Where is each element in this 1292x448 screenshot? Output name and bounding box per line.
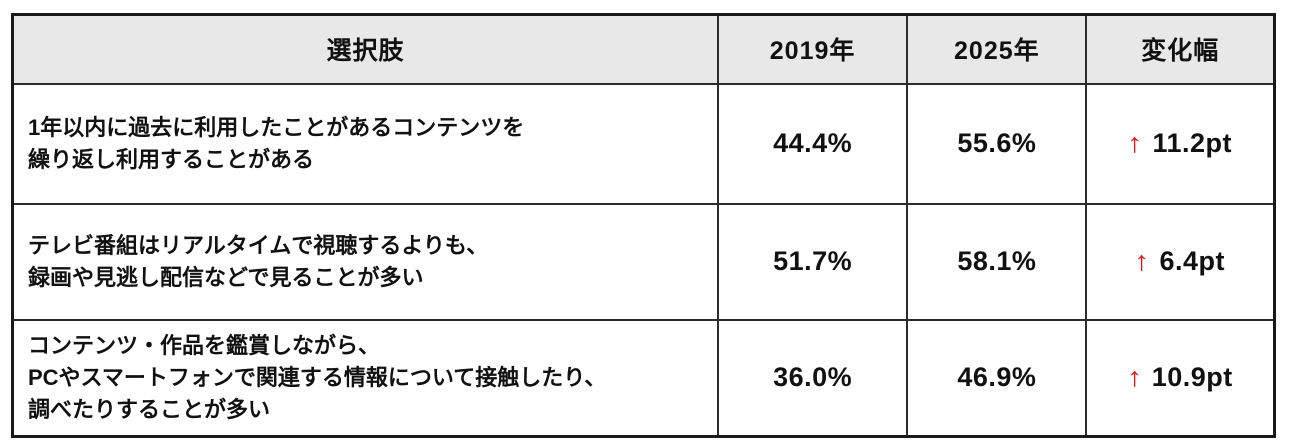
choice-text-cell: 1年以内に過去に利用したことがあるコンテンツを 繰り返し利用することがある (11, 82, 719, 205)
change-value: 11.2pt (1152, 128, 1232, 158)
table-row: コンテンツ・作品を鑑賞しながら、 PCやスマートフォンで関連する情報について接触… (11, 318, 1276, 438)
table-row: テレビ番組はリアルタイムで視聴するよりも、 録画や見逃し配信などで見ることが多い… (11, 202, 1276, 321)
change-value: 6.4pt (1159, 246, 1225, 276)
column-header-choice: 選択肢 (11, 13, 719, 85)
up-arrow-icon: ↑ (1134, 246, 1151, 276)
change-cell: ↑ 6.4pt (1085, 202, 1276, 321)
choice-line: テレビ番組はリアルタイムで視聴するよりも、 (28, 232, 489, 258)
value-2025-cell: 55.6% (906, 82, 1088, 205)
choice-line: PCやスマートフォンで関連する情報について接触したり、 (28, 364, 607, 390)
value-2019-cell: 36.0% (716, 318, 909, 438)
choice-line: 繰り返し利用することがある (28, 146, 315, 172)
table-header-row: 選択肢 2019年 2025年 変化幅 (11, 13, 1276, 85)
choice-line: コンテンツ・作品を鑑賞しながら、 (28, 332, 381, 358)
column-header-change: 変化幅 (1085, 13, 1276, 85)
value-2019-cell: 44.4% (716, 82, 909, 205)
choice-text-cell: コンテンツ・作品を鑑賞しながら、 PCやスマートフォンで関連する情報について接触… (11, 318, 719, 438)
choice-text-cell: テレビ番組はリアルタイムで視聴するよりも、 録画や見逃し配信などで見ることが多い (11, 202, 719, 321)
value-2025-cell: 58.1% (906, 202, 1088, 321)
choice-line: 録画や見逃し配信などで見ることが多い (28, 264, 424, 290)
value-2019-cell: 51.7% (716, 202, 909, 321)
choice-line: 調べたりすることが多い (28, 396, 271, 422)
change-cell: ↑ 10.9pt (1085, 318, 1276, 438)
table-row: 1年以内に過去に利用したことがあるコンテンツを 繰り返し利用することがある 44… (11, 82, 1276, 205)
change-cell: ↑ 11.2pt (1085, 82, 1276, 205)
column-header-2025: 2025年 (906, 13, 1088, 85)
change-value: 10.9pt (1151, 362, 1233, 393)
choice-line: 1年以内に過去に利用したことがあるコンテンツを (28, 114, 525, 140)
up-arrow-icon: ↑ (1127, 128, 1144, 158)
value-2025-cell: 46.9% (906, 318, 1088, 438)
up-arrow-icon: ↑ (1126, 362, 1143, 393)
column-header-2019: 2019年 (716, 13, 909, 85)
survey-comparison-table: 選択肢 2019年 2025年 変化幅 1年以内に過去に利用したことがあるコンテ… (11, 13, 1276, 438)
